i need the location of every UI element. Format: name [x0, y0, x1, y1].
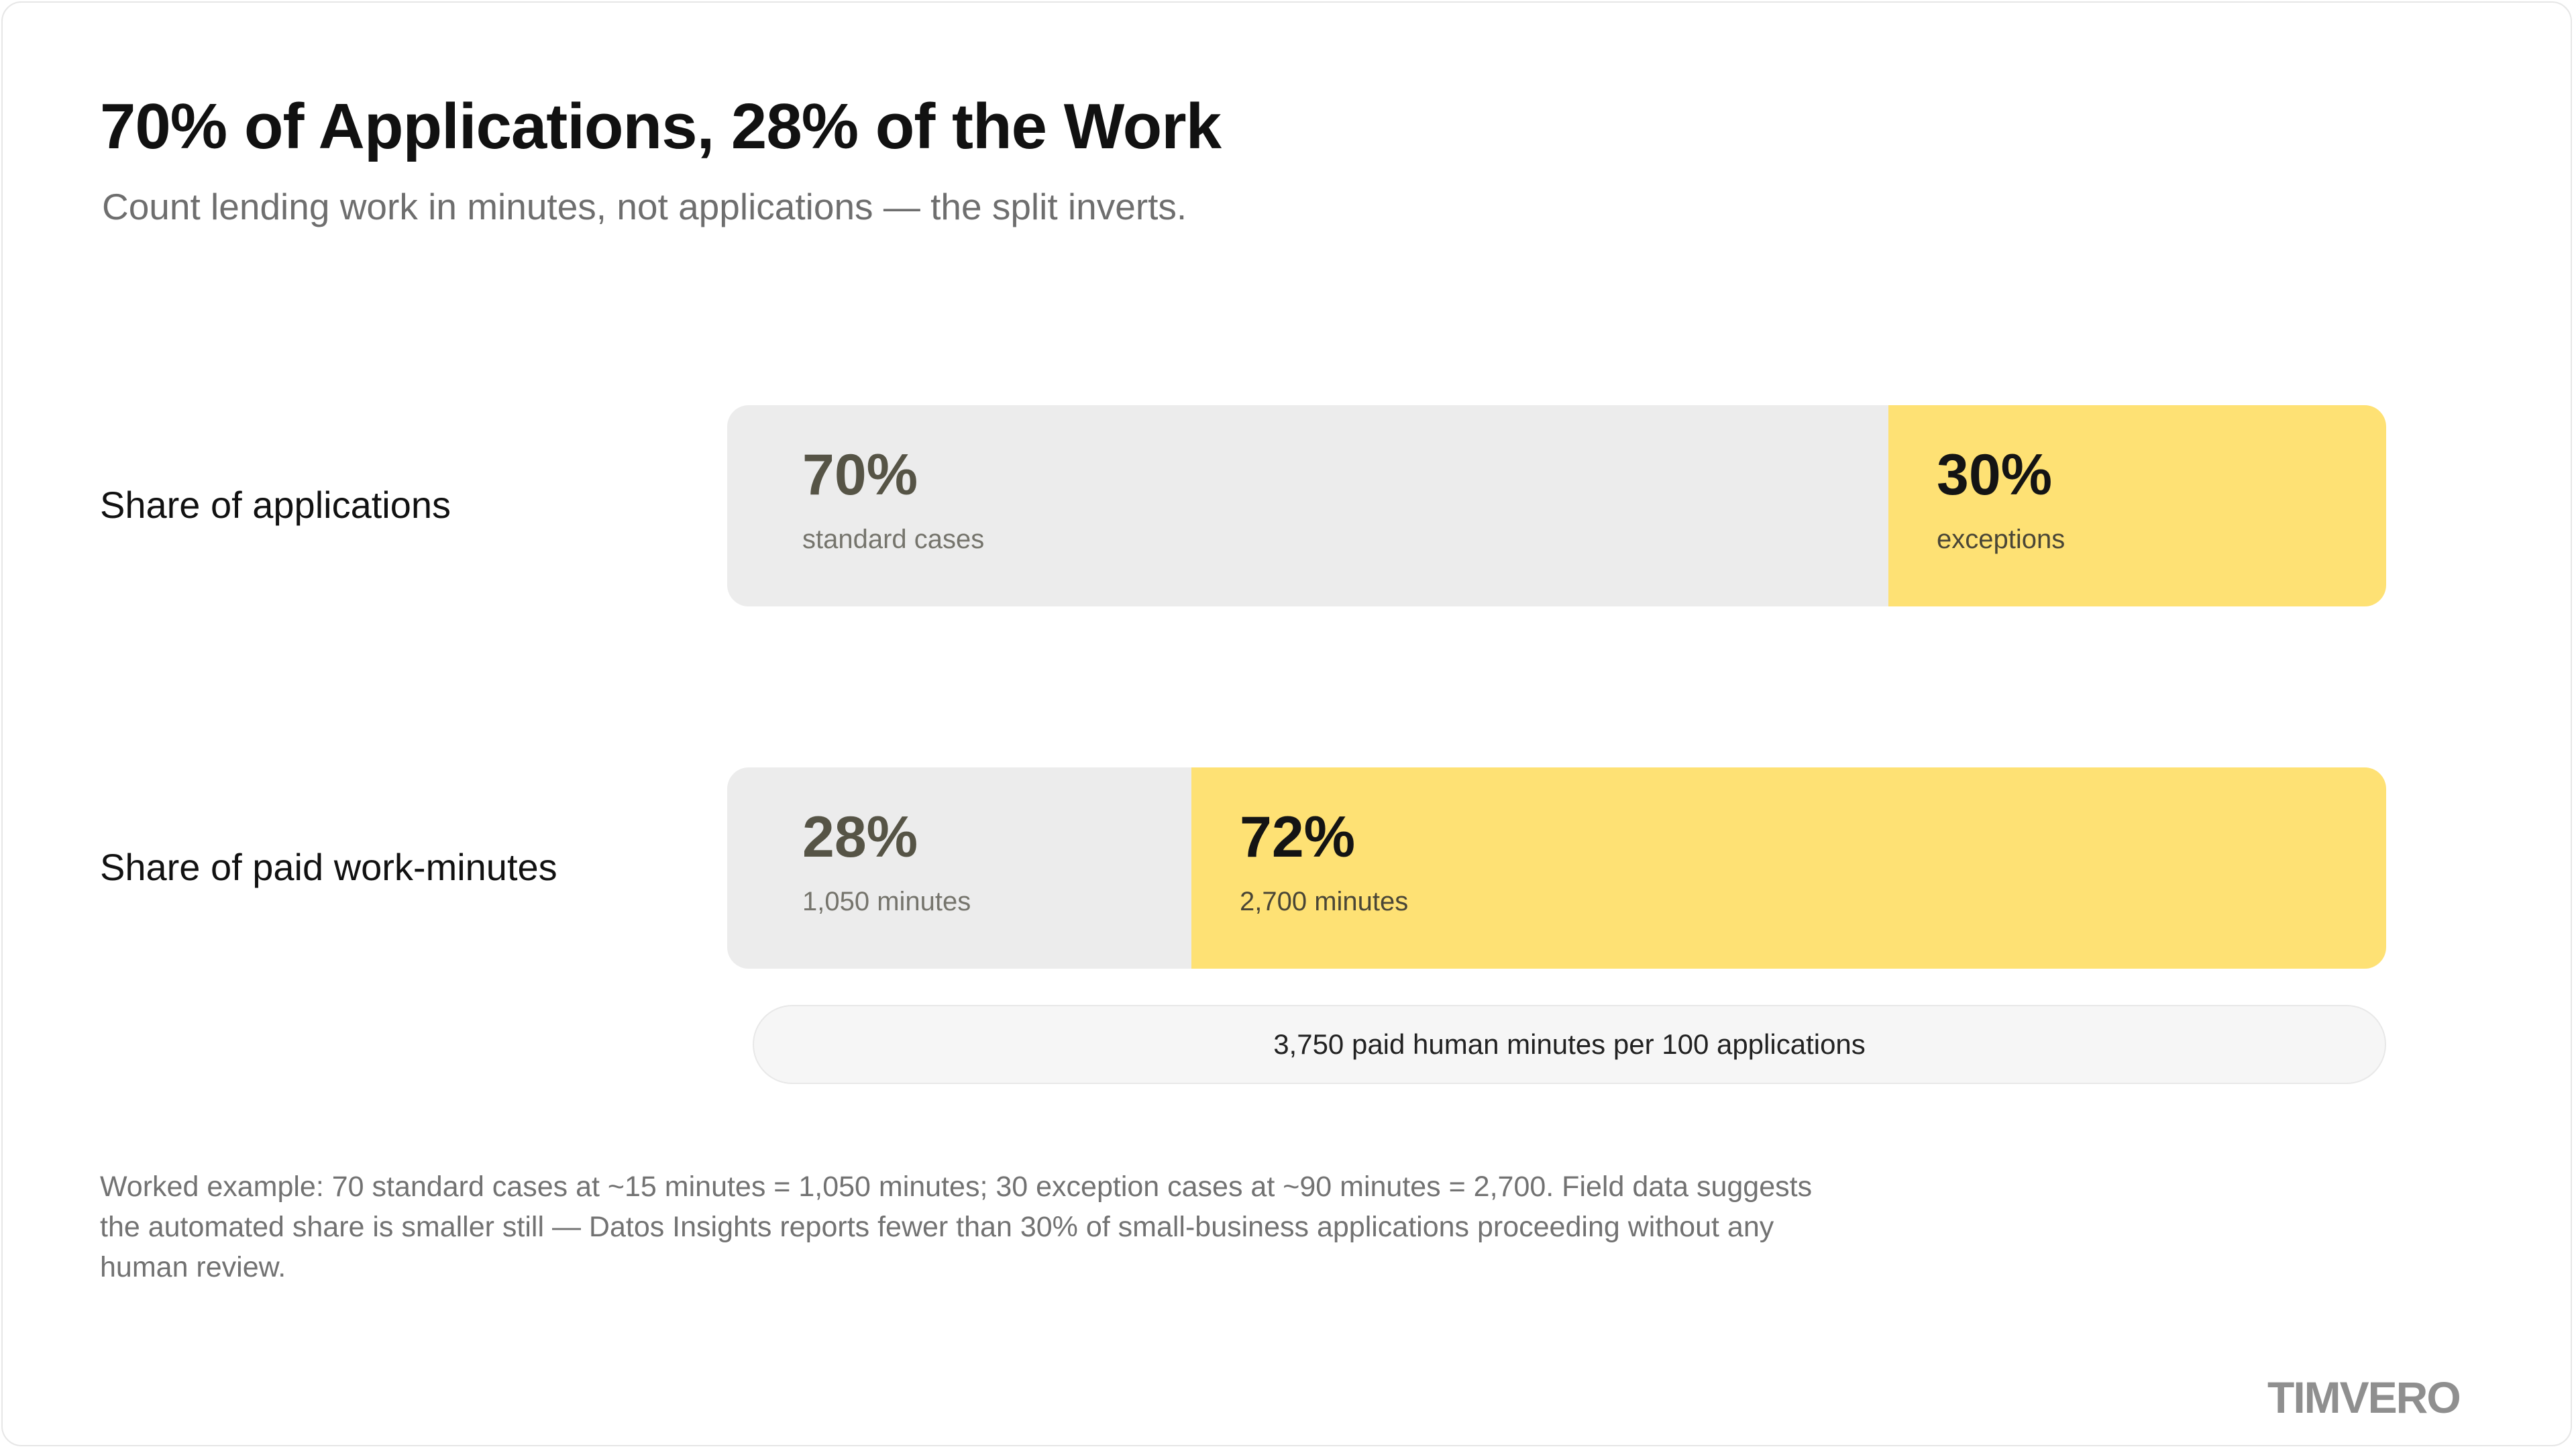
brand-logo: TIMVERO	[2267, 1373, 2461, 1422]
bar-work-minutes: 28% 1,050 minutes 72% 2,700 minutes	[727, 767, 2386, 969]
segment-label-standard-applications: standard cases	[802, 525, 985, 554]
chart-subtitle: Count lending work in minutes, not appli…	[102, 186, 1187, 227]
chart-title: 70% of Applications, 28% of the Work	[100, 91, 1222, 162]
bar-applications: 70% standard cases 30% exceptions	[727, 405, 2386, 606]
value-label-exceptions-minutes: 72%	[1240, 805, 1356, 869]
bar-segment-standard-applications: 70% standard cases	[727, 405, 1888, 606]
value-label-exceptions-applications: 30%	[1937, 443, 2053, 507]
bar-segment-exceptions-applications: 30% exceptions	[1888, 405, 2386, 606]
segment-label-exceptions-minutes: 2,700 minutes	[1240, 887, 1409, 916]
segment-label-exceptions-applications: exceptions	[1937, 525, 2065, 554]
segment-label-standard-minutes: 1,050 minutes	[802, 887, 971, 916]
footnote: Worked example: 70 standard cases at ~15…	[100, 1171, 1813, 1283]
total-minutes-note: 3,750 paid human minutes per 100 applica…	[753, 1005, 2386, 1084]
bar-segment-exceptions-minutes: 72% 2,700 minutes	[1191, 767, 2386, 969]
category-label-work-minutes: Share of paid work-minutes	[100, 846, 557, 888]
bar-segment-standard-minutes: 28% 1,050 minutes	[727, 767, 1191, 969]
category-label-applications: Share of applications	[100, 484, 451, 526]
value-label-standard-minutes: 28%	[802, 805, 918, 869]
value-label-standard-applications: 70%	[802, 443, 918, 507]
